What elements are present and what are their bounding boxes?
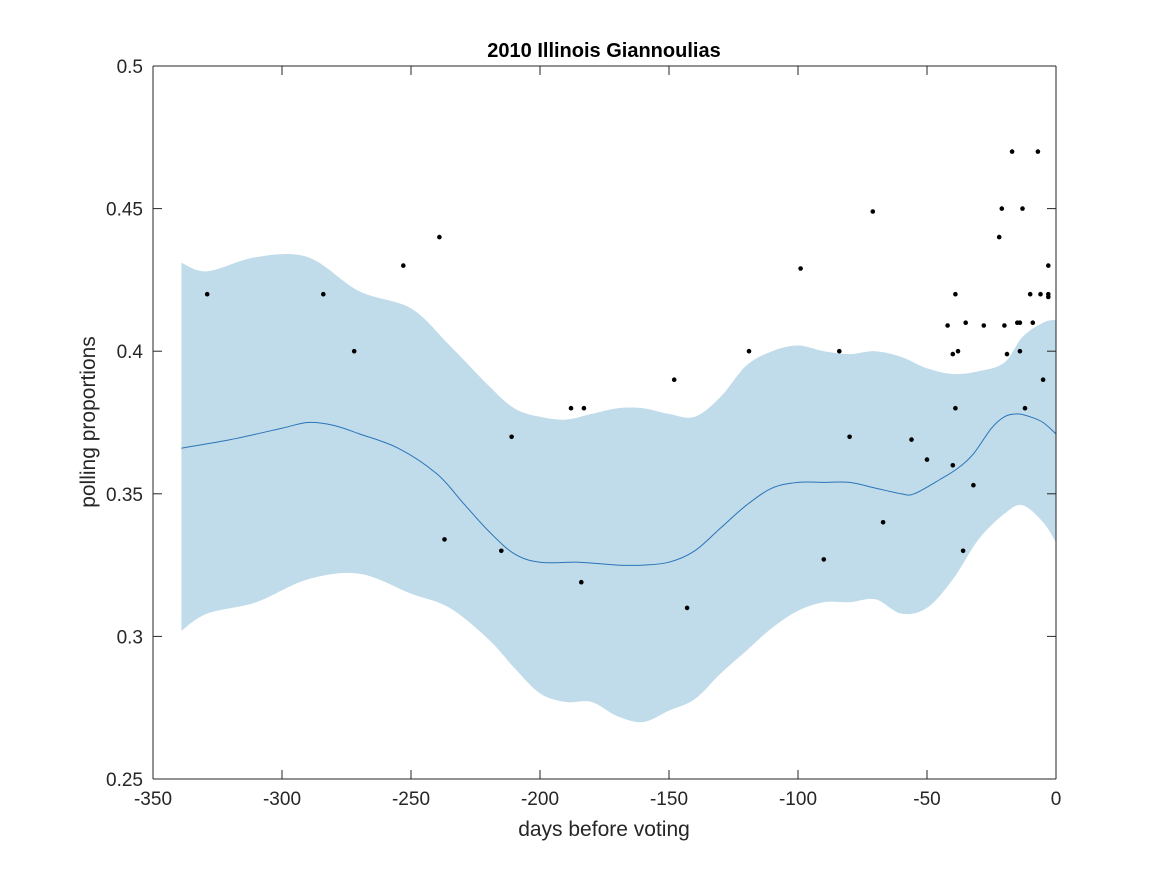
- confidence-band-layer: [181, 253, 1056, 723]
- data-point: [880, 520, 886, 525]
- y-tick-label: 0.35: [106, 485, 143, 506]
- x-tick-label: -250: [392, 789, 430, 810]
- y-tick-label: 0.25: [106, 770, 143, 791]
- x-tick-label: -350: [134, 789, 172, 810]
- data-point: [909, 437, 914, 442]
- data-point: [1022, 405, 1028, 411]
- data-point: [401, 263, 406, 268]
- data-point: [963, 320, 968, 326]
- x-tick-label: -150: [650, 789, 688, 810]
- y-axis-label: polling proportions: [77, 336, 100, 508]
- data-point: [981, 323, 987, 328]
- data-point: [945, 323, 950, 328]
- data-point: [870, 209, 876, 214]
- data-point: [684, 605, 690, 611]
- data-point: [1017, 320, 1023, 326]
- data-point: [746, 348, 752, 354]
- data-point: [1004, 351, 1010, 357]
- y-tick-label: 0.5: [117, 57, 143, 78]
- x-tick-label: 0: [1051, 789, 1062, 810]
- x-tick-label: -200: [521, 789, 559, 810]
- x-tick-label: -300: [263, 789, 301, 810]
- y-axis-ticks: 0.25 0.3 0.35 0.4 0.45 0.5: [106, 57, 1056, 791]
- y-tick-label: 0.3: [117, 627, 143, 648]
- data-point: [798, 266, 803, 271]
- data-point: [499, 548, 504, 554]
- data-point: [971, 482, 976, 488]
- confidence-band: [181, 253, 1056, 723]
- data-point: [950, 351, 956, 357]
- x-tick-label: -50: [913, 789, 940, 810]
- data-point: [1030, 320, 1036, 326]
- data-point: [1038, 291, 1043, 297]
- y-tick-label: 0.45: [106, 200, 143, 221]
- data-point: [437, 234, 442, 240]
- data-point: [1046, 294, 1051, 300]
- data-point: [924, 457, 930, 462]
- data-point: [999, 206, 1005, 211]
- x-axis-ticks: -350 -300 -250 -200 -150 -100 -50 0: [134, 66, 1061, 810]
- axes-frame: [152, 65, 1057, 780]
- chart-title: 2010 Illinois Giannoulias: [487, 40, 720, 62]
- data-points-layer: [204, 149, 1051, 611]
- data-point: [568, 405, 574, 411]
- trend-line-layer: [181, 413, 1057, 566]
- data-point: [1027, 291, 1033, 297]
- data-point: [1009, 149, 1015, 154]
- data-point: [1020, 206, 1025, 211]
- data-point: [671, 377, 677, 383]
- data-point: [996, 234, 1002, 240]
- data-point: [950, 463, 956, 468]
- trend-line: [181, 413, 1057, 566]
- data-point: [509, 434, 514, 440]
- x-axis-label: days before voting: [518, 818, 690, 841]
- data-point: [351, 348, 357, 354]
- data-point: [960, 548, 966, 554]
- data-point: [953, 405, 958, 411]
- data-point: [847, 434, 852, 440]
- y-tick-label: 0.4: [117, 342, 144, 363]
- data-point: [955, 348, 961, 354]
- data-point: [821, 557, 827, 562]
- data-point: [1035, 149, 1041, 154]
- data-point: [581, 405, 587, 411]
- data-point: [837, 348, 842, 354]
- data-point: [1002, 323, 1007, 328]
- data-point: [1040, 377, 1046, 383]
- data-point: [1017, 348, 1023, 354]
- data-point: [321, 291, 326, 297]
- data-point: [953, 291, 958, 297]
- data-point: [442, 537, 447, 542]
- data-point: [1046, 263, 1051, 268]
- data-point: [579, 579, 584, 585]
- x-tick-label: -100: [779, 789, 817, 810]
- data-point: [204, 291, 210, 297]
